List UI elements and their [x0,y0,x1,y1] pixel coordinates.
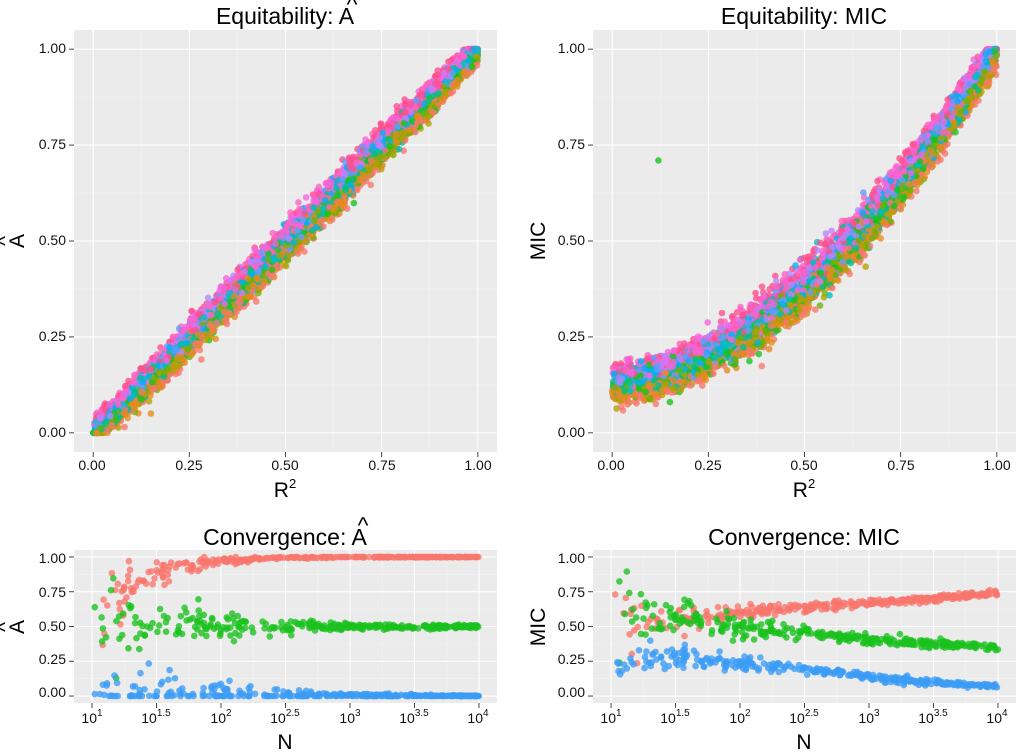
title-symbol: A [339,3,355,29]
equitability-a-grid [69,30,497,457]
data-point [131,403,138,411]
data-point [362,136,369,143]
data-point [287,209,294,216]
data-point [211,299,218,306]
data-point [153,351,161,358]
data-point [205,303,213,310]
data-point [188,307,195,315]
data-point [301,248,308,255]
data-point [175,369,182,377]
data-point [121,423,128,431]
data-point [282,262,290,270]
equitability-a-points [90,45,482,437]
data-point [393,103,401,110]
data-point [238,270,245,277]
data-point [460,68,468,76]
data-point [422,109,430,117]
data-point [233,308,240,316]
data-point [294,250,302,257]
equitability-a-title-accent: ^ [347,0,358,17]
data-point [367,181,375,189]
data-point [320,223,327,230]
equitability-a-title: Equitability: A [216,3,355,29]
data-point [130,376,137,384]
data-point [369,143,376,150]
data-point [122,382,129,390]
data-point [372,127,379,134]
data-point [204,294,212,302]
data-point [392,114,400,122]
data-point [343,205,351,212]
data-point [214,310,221,318]
data-point [350,199,358,207]
data-point [377,120,385,128]
data-point [335,200,343,208]
data-point [262,263,269,271]
data-point [201,314,208,321]
data-point [405,126,413,134]
data-point [302,194,310,201]
data-point [430,109,437,116]
data-point [245,293,253,301]
data-point [328,216,336,223]
data-point [222,317,230,324]
data-point [122,389,130,396]
data-point [198,356,205,363]
data-point [295,199,302,206]
equitability-a-panel: Equitability: A ^ 0.00 0.25 0.50 0.75 1.… [0,0,497,502]
data-point [324,210,331,218]
